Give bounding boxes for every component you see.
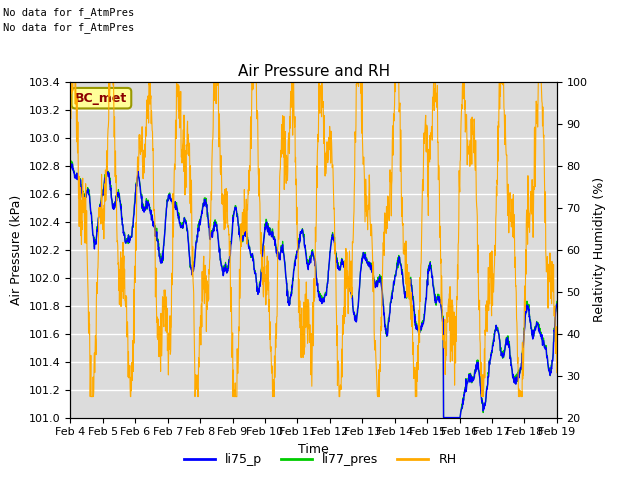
Y-axis label: Air Pressure (kPa): Air Pressure (kPa) xyxy=(10,194,23,305)
X-axis label: Time: Time xyxy=(298,443,329,456)
Text: BC_met: BC_met xyxy=(76,92,127,105)
Text: No data for f_AtmPres: No data for f_AtmPres xyxy=(3,22,134,33)
Title: Air Pressure and RH: Air Pressure and RH xyxy=(237,64,390,79)
Legend: li75_p, li77_pres, RH: li75_p, li77_pres, RH xyxy=(179,448,461,471)
Y-axis label: Relativity Humidity (%): Relativity Humidity (%) xyxy=(593,177,606,322)
Text: No data for f_AtmPres: No data for f_AtmPres xyxy=(3,7,134,18)
